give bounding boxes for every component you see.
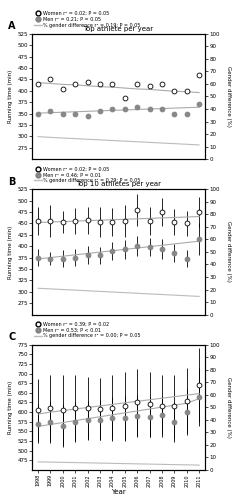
Y-axis label: Gender difference (%): Gender difference (%) <box>226 222 231 282</box>
Y-axis label: Gender difference (%): Gender difference (%) <box>226 66 231 127</box>
Legend: Women r² = 0.02; P = 0.05, Men r² = 0.46; P = 0.01, % gender difference r² = 0.2: Women r² = 0.02; P = 0.05, Men r² = 0.46… <box>34 166 140 183</box>
Text: A: A <box>8 22 16 32</box>
Text: C: C <box>8 332 16 342</box>
Legend: Women r² = 0.39; P = 0.02, Men r² = 0.53; P < 0.01, % gender difference r² = 0.0: Women r² = 0.39; P = 0.02, Men r² = 0.53… <box>34 322 141 338</box>
Y-axis label: Gender difference (%): Gender difference (%) <box>226 377 231 438</box>
Legend: Women r² = 0.02; P = 0.05, Men r² = 0.21; P = 0.05, % gender difference r² = 0.1: Women r² = 0.02; P = 0.05, Men r² = 0.21… <box>34 11 140 28</box>
Title: Top athlete per year: Top athlete per year <box>84 26 154 32</box>
Title: Top 10 athletes per year: Top 10 athletes per year <box>76 182 161 188</box>
Y-axis label: Running time (min): Running time (min) <box>8 380 13 434</box>
X-axis label: Year: Year <box>111 490 126 496</box>
Text: B: B <box>8 176 16 186</box>
Y-axis label: Running time (min): Running time (min) <box>8 226 13 278</box>
Y-axis label: Running time (min): Running time (min) <box>8 70 13 123</box>
